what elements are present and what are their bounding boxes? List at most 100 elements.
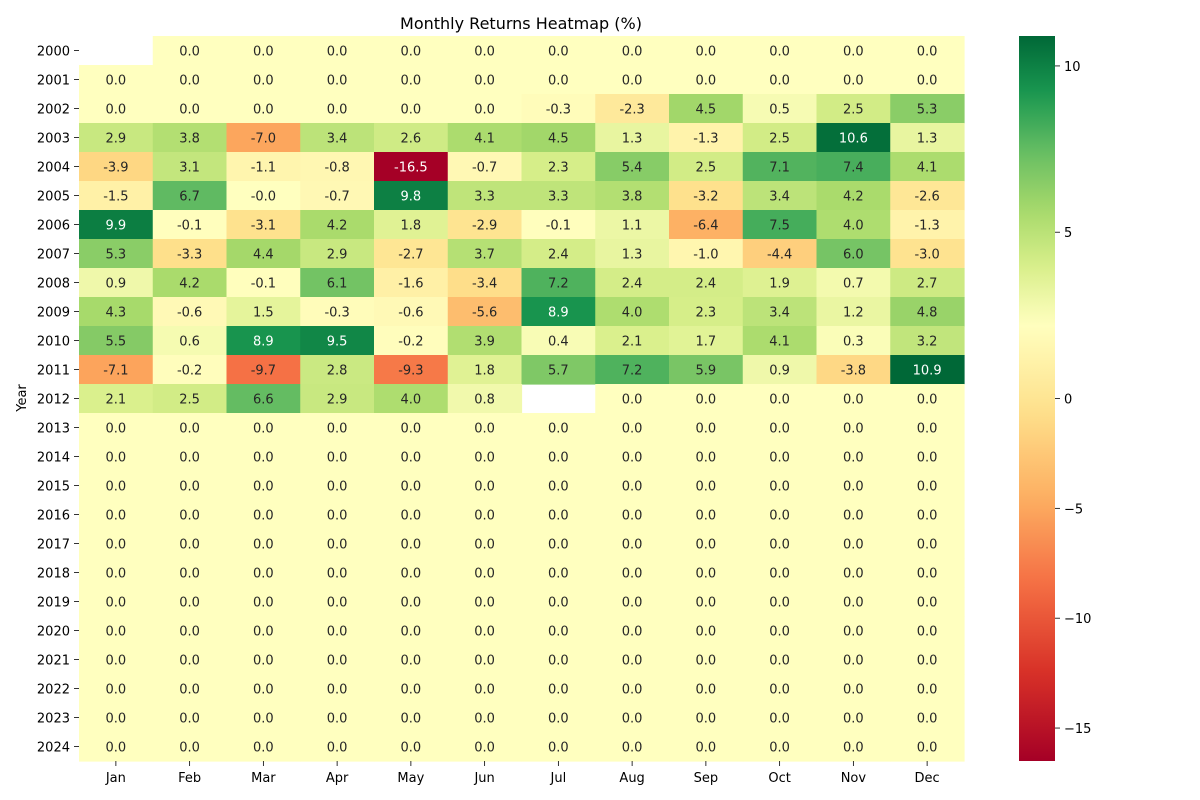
heatmap-cell-value: 1.5 xyxy=(253,306,274,321)
heatmap-cell xyxy=(742,384,818,414)
heatmap-cell xyxy=(300,355,375,385)
heatmap-cell-value: 0.0 xyxy=(179,422,200,437)
heatmap-cell-value: 2.8 xyxy=(327,364,348,379)
heatmap-cell-value: 0.0 xyxy=(548,596,569,611)
heatmap-cell xyxy=(300,616,375,646)
heatmap-cell xyxy=(300,645,375,675)
heatmap-cell-value: 0.0 xyxy=(622,451,643,466)
heatmap-cell xyxy=(374,674,449,704)
heatmap-cell-value: 4.1 xyxy=(769,335,790,350)
heatmap-cell xyxy=(816,94,891,124)
heatmap-cell-value: 0.0 xyxy=(401,422,422,437)
heatmap-cell xyxy=(816,65,891,95)
heatmap-cell xyxy=(152,558,228,588)
heatmap-cell xyxy=(300,181,375,211)
heatmap-cell-value: 0.6 xyxy=(179,335,200,350)
heatmap-cell xyxy=(374,616,449,646)
heatmap-cell xyxy=(447,587,523,617)
y-tick-label: 2006 xyxy=(37,219,70,234)
heatmap-cell-value: 4.0 xyxy=(622,306,643,321)
heatmap-cell-value: 0.0 xyxy=(548,45,569,60)
heatmap-cell xyxy=(447,442,523,472)
heatmap-cell-value: 0.0 xyxy=(917,654,938,669)
heatmap-cell-value: 2.1 xyxy=(106,393,127,408)
heatmap-cell-value: 0.0 xyxy=(474,45,495,60)
heatmap-cell xyxy=(816,529,891,559)
y-tick-label: 2005 xyxy=(37,190,70,205)
x-axis-ticks: Jan Feb Mar Apr May Jun Jul Aug Sep Oct Nov Dec xyxy=(105,761,940,786)
heatmap-cell xyxy=(374,326,449,356)
heatmap-cell-value: -5.6 xyxy=(472,306,497,321)
heatmap-cell xyxy=(521,181,596,211)
heatmap-cell-value: 0.0 xyxy=(769,654,790,669)
heatmap-cell-value: 0.0 xyxy=(179,451,200,466)
heatmap-cell-value: 0.0 xyxy=(696,741,717,756)
heatmap-cell xyxy=(447,384,523,414)
heatmap-cell-value: 0.8 xyxy=(474,393,495,408)
y-tick-label: 2021 xyxy=(37,654,70,669)
heatmap-cell xyxy=(890,297,965,327)
colorbar-ticks: 10 5 0 −5 −10 −15 xyxy=(1055,60,1091,737)
heatmap-cell-value: -4.4 xyxy=(767,248,792,263)
heatmap-cell xyxy=(79,297,154,327)
colorbar-tick-label: 5 xyxy=(1064,226,1072,241)
heatmap-cell xyxy=(890,355,965,385)
heatmap-cell xyxy=(742,732,818,762)
colorbar-tick-label: −10 xyxy=(1064,612,1091,627)
heatmap-cell-value: 2.3 xyxy=(548,161,569,176)
heatmap-cell xyxy=(226,732,301,762)
heatmap-cell-value: 0.0 xyxy=(769,451,790,466)
heatmap-cell xyxy=(742,36,818,66)
heatmap-cell-value: 0.4 xyxy=(548,335,569,350)
heatmap-cell-value: 0.0 xyxy=(769,74,790,89)
heatmap-cell xyxy=(226,413,301,443)
heatmap-cell xyxy=(374,703,449,733)
heatmap-cell-value: 0.0 xyxy=(622,596,643,611)
heatmap-cell xyxy=(447,732,523,762)
heatmap-cell-value: 7.5 xyxy=(769,219,790,234)
heatmap-cell-value: 8.9 xyxy=(548,306,569,321)
heatmap-cell xyxy=(669,297,744,327)
heatmap-cell-value: -0.2 xyxy=(398,335,423,350)
heatmap-cell-value: 0.0 xyxy=(843,683,864,698)
heatmap-cell-value: -3.3 xyxy=(177,248,202,263)
heatmap-cell-value: 6.0 xyxy=(843,248,864,263)
heatmap-cell-value: 1.8 xyxy=(401,219,422,234)
heatmap-cell-value: 0.0 xyxy=(622,741,643,756)
heatmap-cell-value: 0.0 xyxy=(696,596,717,611)
heatmap-cell-value: -0.2 xyxy=(177,364,202,379)
heatmap-cell-value: 5.9 xyxy=(696,364,717,379)
heatmap-cell-value: 5.4 xyxy=(622,161,643,176)
heatmap-cell-value: 1.7 xyxy=(696,335,717,350)
heatmap-cell-value: 7.2 xyxy=(548,277,569,292)
heatmap-cell xyxy=(816,326,891,356)
heatmap-cell-value: 0.0 xyxy=(474,741,495,756)
heatmap-cell xyxy=(890,558,965,588)
heatmap-cell xyxy=(447,326,523,356)
heatmap-cell xyxy=(521,616,596,646)
heatmap-cell xyxy=(300,65,375,95)
heatmap-cell-value: -6.4 xyxy=(693,219,718,234)
heatmap-cell-value: 2.5 xyxy=(769,132,790,147)
y-axis-label: Year xyxy=(15,384,30,413)
heatmap-cell-value: 0.0 xyxy=(696,422,717,437)
heatmap-cell-value: -0.1 xyxy=(177,219,202,234)
heatmap-cell xyxy=(226,268,301,298)
heatmap-cell-value: 0.0 xyxy=(696,393,717,408)
heatmap-cell-value: 0.0 xyxy=(253,538,274,553)
heatmap-cell-value: 0.0 xyxy=(179,741,200,756)
heatmap-cell-value: 0.7 xyxy=(843,277,864,292)
heatmap-cell xyxy=(300,703,375,733)
heatmap-cell xyxy=(226,442,301,472)
heatmap-cell-value: 4.2 xyxy=(179,277,200,292)
heatmap-cell-value: 0.0 xyxy=(548,567,569,582)
x-tick-label: Jun xyxy=(473,771,494,786)
heatmap-cell xyxy=(669,442,744,472)
heatmap-cell-value: 0.0 xyxy=(253,422,274,437)
x-tick-label: Nov xyxy=(841,771,867,786)
heatmap-cell-value: 0.0 xyxy=(106,654,127,669)
heatmap-cell-value: -1.6 xyxy=(398,277,423,292)
heatmap-cell xyxy=(521,239,596,269)
heatmap-cell xyxy=(226,587,301,617)
